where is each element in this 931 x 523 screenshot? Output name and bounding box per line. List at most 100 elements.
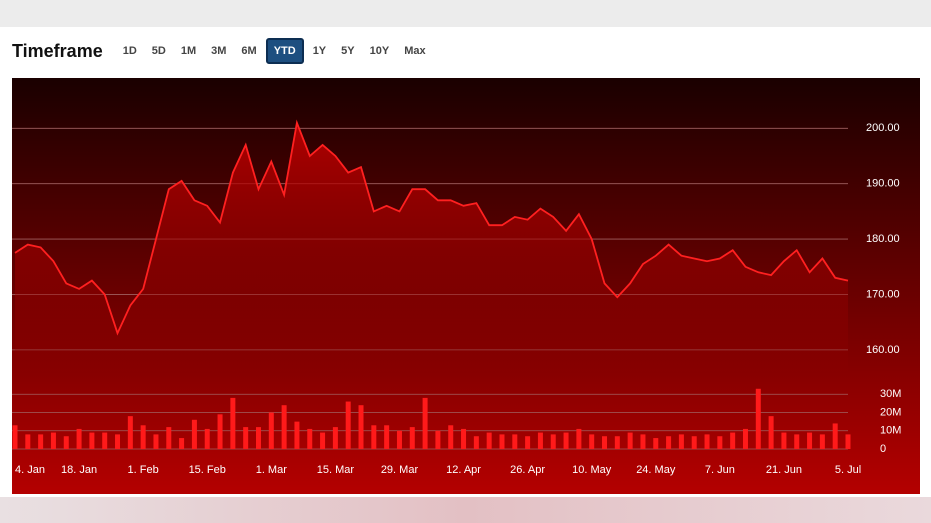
timeframe-button[interactable]: Max xyxy=(404,45,426,57)
x-tick-label: 26. Apr xyxy=(510,464,545,476)
x-tick-label: 24. May xyxy=(636,464,676,476)
x-tick-label: 15. Mar xyxy=(317,464,355,476)
volume-bar xyxy=(371,425,377,449)
volume-bar xyxy=(217,414,223,449)
volume-bar xyxy=(345,401,351,449)
volume-bar xyxy=(422,397,428,449)
volume-bar xyxy=(255,427,261,449)
volume-bar xyxy=(191,419,197,449)
volume-bar xyxy=(742,428,748,449)
volume-bar xyxy=(396,430,402,449)
volume-bar xyxy=(281,405,287,449)
volume-bar xyxy=(576,428,582,449)
volume-bar xyxy=(704,434,710,449)
volume-bar xyxy=(179,438,185,449)
volume-bar xyxy=(691,436,697,449)
volume-bar xyxy=(358,405,364,449)
y-tick-label: 10M xyxy=(880,425,901,437)
volume-bar xyxy=(614,436,620,449)
timeframe-button[interactable]: 5Y xyxy=(341,45,355,57)
volume-bar xyxy=(717,436,723,449)
x-tick-label: 7. Jun xyxy=(705,464,735,476)
volume-bar xyxy=(102,432,108,449)
volume-bar xyxy=(115,434,121,449)
volume-bar xyxy=(448,425,454,449)
volume-bar xyxy=(307,428,313,449)
area xyxy=(15,122,848,372)
x-tick-label: 4. Jan xyxy=(15,464,45,476)
volume-bar xyxy=(768,416,774,449)
volume-bar xyxy=(384,425,390,449)
volume-bar xyxy=(730,432,736,449)
volume-bar xyxy=(268,412,274,449)
y-tick-label: 20M xyxy=(880,406,901,418)
volume-bar xyxy=(127,416,133,449)
x-tick-label: 21. Jun xyxy=(766,464,802,476)
volume-bar xyxy=(794,434,800,449)
volume-bar xyxy=(89,432,95,449)
volume-bar xyxy=(230,397,236,449)
volume-bar xyxy=(486,432,492,449)
volume-bar xyxy=(153,434,159,449)
volume-bar xyxy=(76,428,82,449)
x-tick-label: 5. Jul xyxy=(835,464,861,476)
x-tick-label: 1. Feb xyxy=(128,464,159,476)
volume-bar xyxy=(25,434,31,449)
volume-bar xyxy=(294,421,300,449)
x-tick-label: 1. Mar xyxy=(256,464,288,476)
volume-bar xyxy=(50,432,56,449)
volume-bar xyxy=(435,430,441,449)
x-tick-label: 15. Feb xyxy=(189,464,226,476)
volume-bar xyxy=(243,427,249,449)
timeframe-button[interactable]: 6M xyxy=(241,45,257,57)
volume-bar xyxy=(678,434,684,449)
header: Timeframe 1D 5D 1M 3M 6M YTD 1Y 5Y 10Y Max xyxy=(12,38,435,64)
volume-bar xyxy=(537,432,543,449)
timeframe-button[interactable]: 1D xyxy=(122,45,137,57)
volume-bar xyxy=(140,425,146,449)
title: Timeframe xyxy=(12,40,103,61)
volume-bar xyxy=(512,434,518,449)
volume-bar xyxy=(755,388,761,449)
volume-bar xyxy=(627,432,633,449)
price-line xyxy=(14,119,849,336)
x-tick-label: 10. May xyxy=(572,464,612,476)
x-tick-label: 29. Mar xyxy=(381,464,419,476)
y-tick-label: 190.00 xyxy=(866,178,900,190)
y-tick-label: 160.00 xyxy=(866,344,900,356)
timeframe-button[interactable]: 5D xyxy=(151,45,166,57)
volume-bar xyxy=(12,425,18,449)
y-tick-label: 200.00 xyxy=(866,122,900,134)
timeframe-button[interactable]: 3M xyxy=(211,45,227,57)
timeframe-button[interactable]: 1M xyxy=(180,45,197,57)
volume-bar xyxy=(473,436,479,449)
volume-bar xyxy=(525,436,531,449)
volume-bar xyxy=(602,436,608,449)
timeframe-button[interactable]: YTD xyxy=(265,38,304,64)
timeframe-button[interactable]: 10Y xyxy=(369,45,390,57)
x-tick-label: 12. Apr xyxy=(446,464,481,476)
volume-bar xyxy=(332,427,338,449)
volume-bar xyxy=(550,434,556,449)
volume-bar xyxy=(819,434,825,449)
volume-bar xyxy=(38,434,44,449)
volume-bar xyxy=(320,432,326,449)
volume-bar xyxy=(204,428,210,449)
volume-bar xyxy=(845,434,851,449)
y-tick-label: 180.00 xyxy=(866,233,900,245)
y-tick-label: 30M xyxy=(880,388,901,400)
volume-bar xyxy=(781,432,787,449)
timeframe-button[interactable]: 1Y xyxy=(312,45,327,57)
volume-bar xyxy=(807,432,813,449)
x-tick-label: 18. Jan xyxy=(61,464,97,476)
y-tick-label: 0 xyxy=(880,443,886,455)
y-tick-label: 170.00 xyxy=(866,288,900,300)
volume-bar xyxy=(589,434,595,449)
volume-bar xyxy=(832,423,838,449)
footer-strip xyxy=(0,497,931,523)
volume-bar xyxy=(499,434,505,449)
volume-bar xyxy=(461,428,467,449)
volume-bar xyxy=(563,432,569,449)
